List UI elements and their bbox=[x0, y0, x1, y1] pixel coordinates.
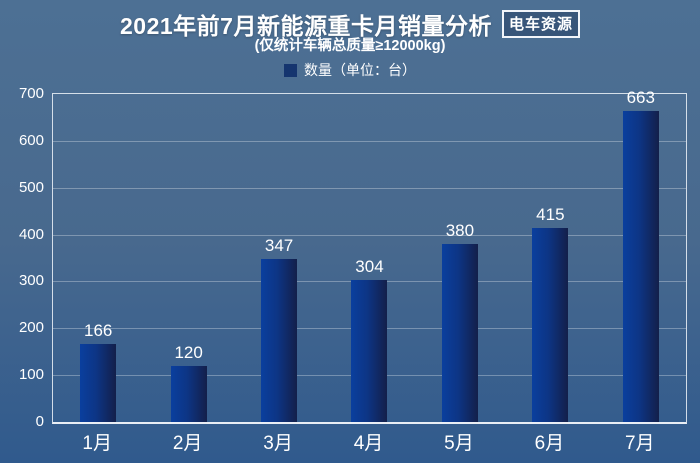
bar bbox=[622, 111, 659, 422]
bar bbox=[170, 365, 207, 422]
x-axis-label: 1月 bbox=[82, 433, 112, 454]
bar-slot: 120 bbox=[143, 344, 233, 422]
bar-value-label: 166 bbox=[84, 321, 113, 341]
bar bbox=[441, 243, 478, 422]
y-axis-tick-label: 700 bbox=[18, 85, 44, 102]
bar-slot: 380 bbox=[415, 222, 505, 422]
legend-label: 数量（单位：台） bbox=[304, 62, 416, 78]
legend: 数量（单位：台） bbox=[0, 60, 700, 80]
y-axis-tick-label: 0 bbox=[35, 413, 44, 430]
bar bbox=[351, 279, 388, 422]
bar bbox=[532, 227, 569, 422]
x-axis-label: 3月 bbox=[263, 433, 293, 454]
y-axis-tick-label: 500 bbox=[18, 178, 44, 196]
x-axis: 1月 2月 3月 4月 5月 6月 7月 bbox=[52, 428, 685, 454]
y-axis-tick-label: 400 bbox=[18, 225, 44, 243]
y-axis-tick-label: 600 bbox=[18, 131, 44, 149]
title-row: 2021年前7月新能源重卡月销量分析 电车资源 bbox=[0, 7, 700, 41]
bar-value-label: 415 bbox=[536, 204, 565, 224]
x-axis-label: 7月 bbox=[624, 433, 655, 454]
gridline bbox=[53, 234, 686, 236]
chart-area: 166 120 347 304 380 415 663 bbox=[52, 89, 687, 424]
bar-slot: 304 bbox=[324, 258, 414, 422]
y-axis-tick-label: 300 bbox=[18, 272, 44, 290]
x-axis-label: 5月 bbox=[444, 433, 474, 454]
x-axis-label: 4月 bbox=[353, 433, 384, 454]
bar-slot: 347 bbox=[234, 237, 324, 422]
y-axis: 0 100 200 300 400 500 600 700 bbox=[0, 86, 44, 429]
bar-value-label: 304 bbox=[355, 256, 384, 276]
bar bbox=[80, 344, 117, 422]
page-title: 2021年前7月新能源重卡月销量分析 bbox=[120, 13, 492, 39]
bar-value-label: 120 bbox=[174, 342, 203, 362]
bar-value-label: 663 bbox=[626, 88, 655, 108]
bar-slot: 415 bbox=[505, 204, 595, 422]
page-subtitle: (仅统计车辆总质量≥12000kg) bbox=[254, 38, 446, 54]
bar-value-label: 347 bbox=[264, 236, 294, 256]
bar bbox=[261, 259, 298, 422]
y-axis-tick-label: 100 bbox=[18, 366, 44, 384]
bar-slot: 166 bbox=[53, 322, 143, 422]
y-axis-tick-label: 200 bbox=[18, 319, 44, 337]
x-axis-label: 6月 bbox=[534, 433, 565, 454]
bar-slot: 663 bbox=[596, 89, 686, 422]
gridline bbox=[53, 187, 686, 189]
legend-marker-icon bbox=[284, 63, 297, 77]
bar-value-label: 380 bbox=[445, 220, 475, 240]
brand-logo: 电车资源 bbox=[501, 10, 580, 38]
gridline bbox=[53, 140, 686, 142]
x-axis-label: 2月 bbox=[172, 433, 203, 454]
